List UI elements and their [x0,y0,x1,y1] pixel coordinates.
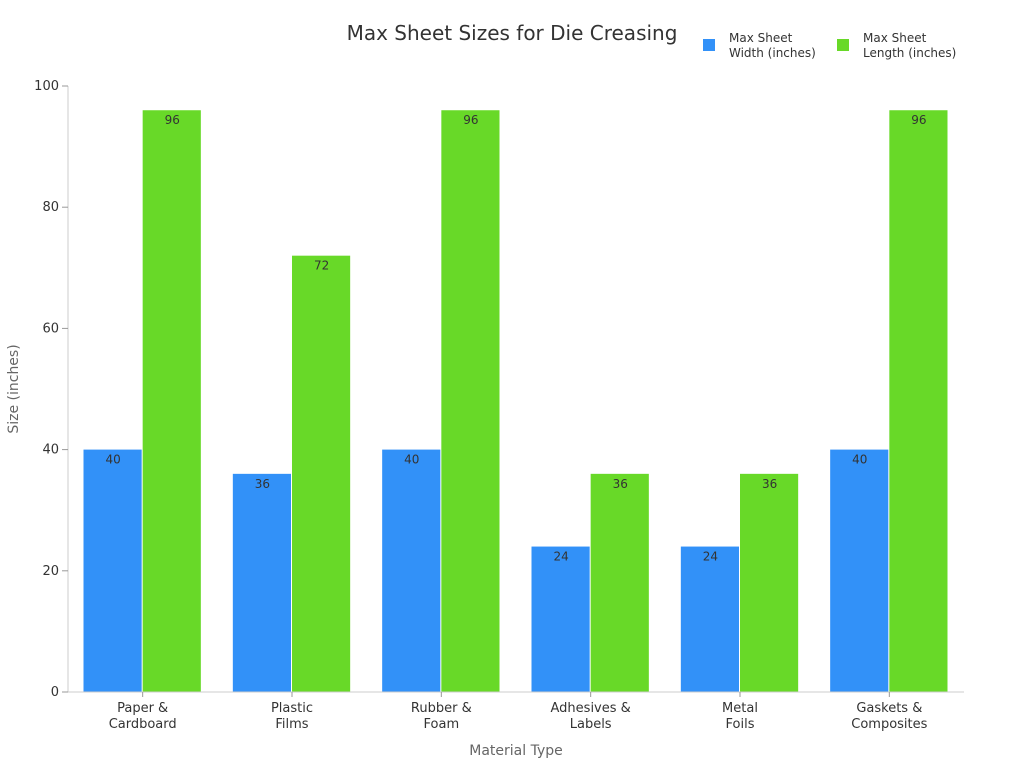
bar-label-series0-3: 24 [553,550,568,564]
x-tick-label-2: Rubber & Foam [411,701,472,732]
bar-label-series0-1: 36 [255,477,270,491]
x-tick-label-3: Adhesives & Labels [551,701,631,732]
bar-series0-4 [680,546,739,692]
legend: Max Sheet Width (inches) Max Sheet Length (… [703,31,956,60]
y-axis-ticks: 0 20 40 60 80 100 [34,79,68,700]
x-axis-title: Material Type [469,743,562,759]
y-tick-label-2: 40 [42,443,59,458]
chart-title: Max Sheet Sizes for Die Creasing [347,21,678,45]
bar-label-series0-2: 40 [404,453,419,467]
bar-series0-3 [531,546,590,692]
bar-series1-1 [292,255,351,692]
bar-label-series1-0: 96 [165,113,180,127]
bar-series0-0 [83,449,142,692]
bar-label-series0-4: 24 [703,550,718,564]
x-tick-label-4: Metal Foils [722,701,758,732]
bar-label-series1-3: 36 [613,477,628,491]
y-tick-label-0: 0 [51,685,59,700]
bar-label-series1-1: 72 [314,259,329,273]
y-tick-label-4: 80 [42,200,59,215]
bar-label-series1-2: 96 [463,113,478,127]
x-tick-label-1: Plastic Films [271,701,313,732]
bar-label-series1-4: 36 [762,477,777,491]
bar-series1-5 [889,110,948,693]
legend-swatch-0 [703,39,715,51]
legend-label-1: Max Sheet Length (inches) [863,31,956,60]
bar-series0-2 [382,449,441,692]
bar-label-series1-5: 96 [911,113,926,127]
x-tick-label-5: Gaskets & Composites [851,701,927,732]
x-tick-label-0: Paper & Cardboard [109,701,177,732]
bar-series0-5 [830,449,889,692]
bar-series1-3 [590,473,649,692]
bar-label-series0-0: 40 [105,453,120,467]
legend-swatch-1 [837,39,849,51]
bars [83,110,948,693]
y-tick-label-1: 20 [42,564,59,579]
y-tick-label-5: 100 [34,79,59,94]
y-tick-label-3: 60 [42,321,59,336]
bar-series1-4 [740,473,799,692]
bar-series1-2 [441,110,500,693]
y-axis-title: Size (inches) [6,344,22,433]
legend-label-0: Max Sheet Width (inches) [729,31,816,60]
bar-label-series0-5: 40 [852,453,867,467]
bar-labels: 40 96 36 72 40 96 24 36 24 36 40 96 [105,113,926,563]
x-axis-ticks: Paper & Cardboard Plastic Films Rubber & Foam… [109,692,928,732]
bar-series1-0 [142,110,201,693]
bar-series0-1 [232,473,291,692]
